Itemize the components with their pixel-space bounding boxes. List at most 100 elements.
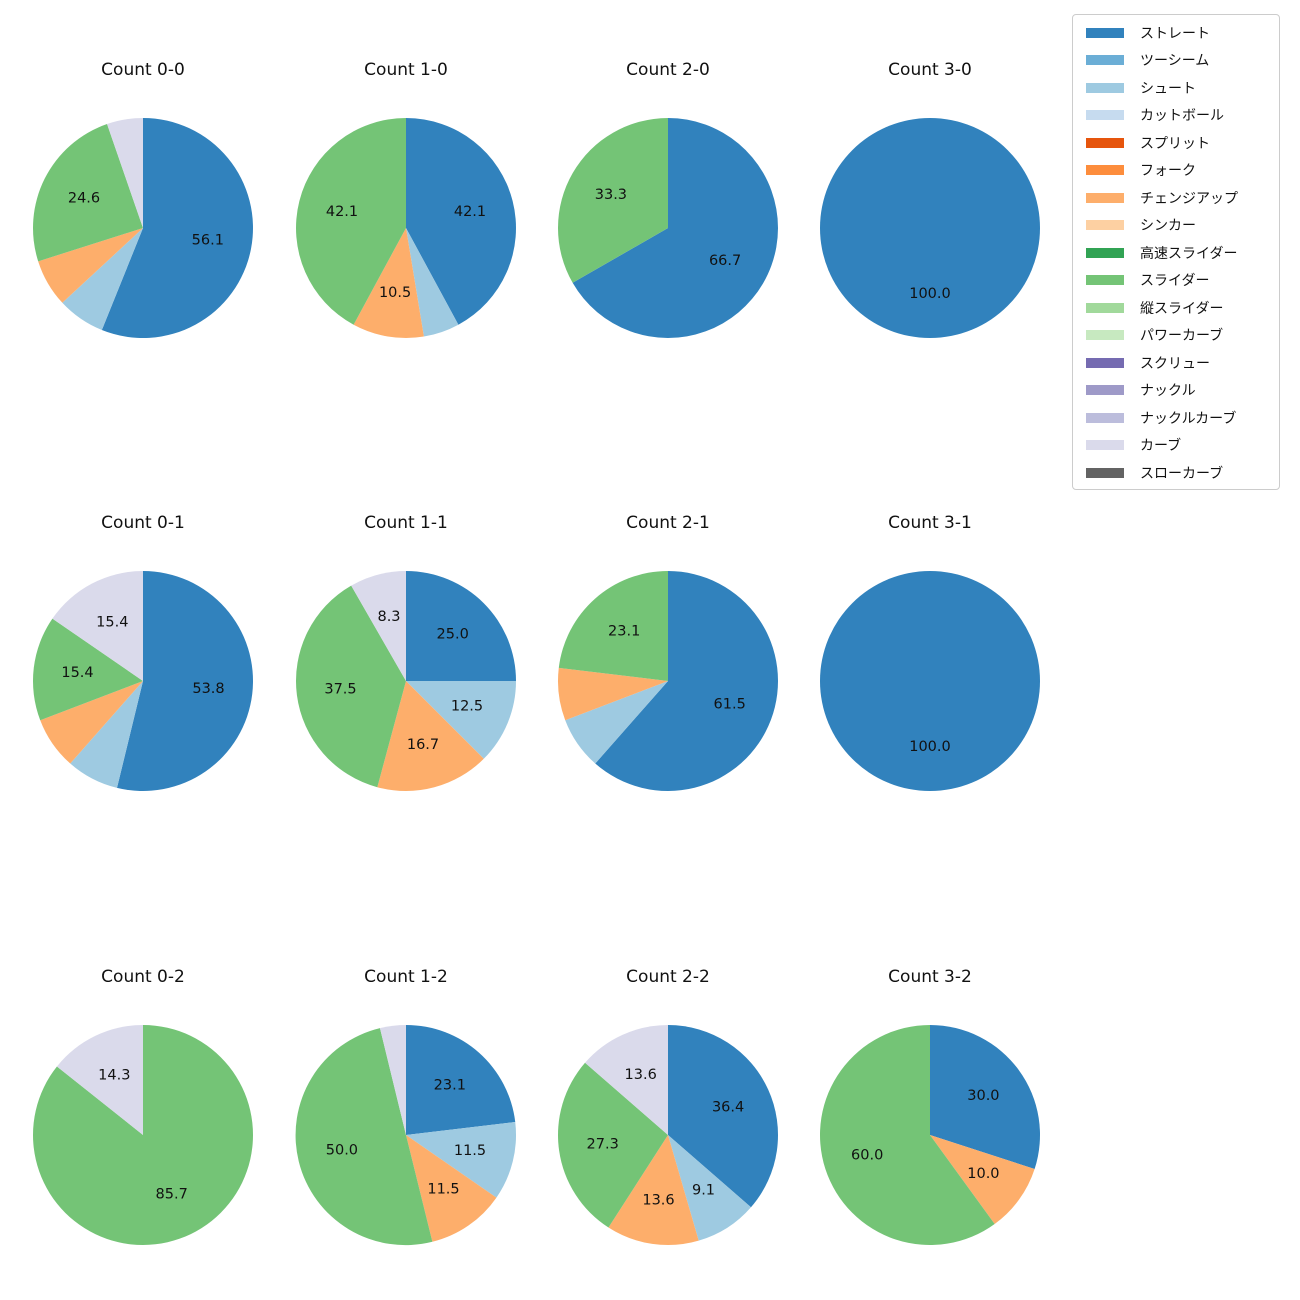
- legend-label: 縦スライダー: [1140, 300, 1224, 317]
- pie-pct-label: 30.0: [967, 1088, 999, 1104]
- pie-pct-label: 27.3: [587, 1136, 619, 1152]
- pie-subplot: Count 0-2 85.7 14.3: [33, 967, 254, 1245]
- pie-subplot: Count 2-1 61.5 23.1: [557, 513, 779, 791]
- pie-pct-label: 11.5: [427, 1181, 459, 1197]
- legend-swatch: [1086, 110, 1124, 121]
- legend-swatch: [1086, 220, 1124, 231]
- pie-slice: [930, 1135, 1035, 1224]
- pie-title: Count 2-0: [626, 60, 710, 80]
- legend-entry: ナックル: [1073, 377, 1279, 405]
- pie-pct-label: 56.1: [192, 233, 224, 249]
- pie-slice: [38, 228, 143, 303]
- legend-swatch: [1086, 275, 1124, 286]
- pie-slice: [40, 681, 143, 764]
- legend-entry: スクリュー: [1073, 349, 1279, 377]
- legend-swatch: [1086, 82, 1124, 93]
- legend-label: スライダー: [1140, 273, 1210, 290]
- pie-slice: [406, 681, 516, 759]
- pie-pct-label: 42.1: [454, 204, 486, 220]
- pie-pct-label: 23.1: [608, 624, 640, 640]
- legend-label: 高速スライダー: [1140, 245, 1238, 262]
- legend-label: スローカーブ: [1140, 465, 1224, 482]
- pie-title: Count 1-0: [364, 60, 448, 80]
- legend-entry: シュート: [1073, 74, 1279, 102]
- legend-entry: フォーク: [1073, 157, 1279, 185]
- pie-pct-label: 10.0: [967, 1166, 999, 1182]
- pie-pct-label: 13.6: [625, 1067, 657, 1083]
- pie-pct-label: 61.5: [714, 696, 746, 712]
- legend-entry: パワーカーブ: [1073, 322, 1279, 350]
- pie-slice: [558, 1062, 668, 1228]
- legend-label: チェンジアップ: [1140, 190, 1238, 207]
- legend-swatch: [1086, 302, 1124, 313]
- pie-title: Count 0-2: [101, 967, 185, 987]
- pie-slice: [101, 118, 253, 338]
- pie-slice: [930, 1025, 1041, 1169]
- pie-slice: [585, 1025, 668, 1135]
- pie-subplot: Count 3-1 100.0: [820, 513, 1040, 791]
- legend-entry: カーブ: [1073, 432, 1279, 460]
- pie-slice: [295, 1028, 433, 1246]
- pie-subplot: Count 1-2 23.1 11.5 11.5 50.0: [295, 967, 517, 1246]
- pie-pct-label: 24.6: [68, 190, 100, 206]
- legend-swatch: [1086, 137, 1124, 148]
- pie-slice: [52, 571, 143, 681]
- legend-swatch: [1086, 55, 1124, 66]
- pie-slice: [608, 1135, 699, 1245]
- pie-slice: [379, 1025, 406, 1135]
- pie-pct-label: 42.1: [326, 204, 358, 220]
- pie-title: Count 1-2: [364, 967, 448, 987]
- pie-slice: [116, 571, 254, 791]
- legend-entry: スローカーブ: [1073, 459, 1279, 487]
- pie-slice: [406, 228, 459, 337]
- pie-subplot: Count 0-0 56.1 24.6: [32, 60, 253, 338]
- pie-pct-label: 100.0: [909, 739, 951, 755]
- legend-swatch: [1086, 467, 1124, 478]
- legend-label: スクリュー: [1140, 355, 1210, 372]
- pie-slice: [406, 571, 516, 681]
- pie-pct-label: 50.0: [326, 1143, 358, 1159]
- legend-swatch: [1086, 247, 1124, 258]
- legend-label: シュート: [1140, 80, 1196, 97]
- legend-entry: 縦スライダー: [1073, 294, 1279, 322]
- pie-slice: [557, 118, 668, 283]
- pie-slice: [668, 1135, 751, 1241]
- pie-slice: [557, 667, 668, 721]
- pie-slice: [377, 681, 484, 791]
- legend-entry: ナックルカーブ: [1073, 404, 1279, 432]
- pie-pct-label: 16.7: [407, 737, 439, 753]
- pie-pct-label: 37.5: [324, 682, 356, 698]
- legend-swatch: [1086, 440, 1124, 451]
- pie-pct-label: 60.0: [851, 1147, 883, 1163]
- legend-swatch: [1086, 27, 1124, 38]
- pie-subplot: Count 1-1 25.0 12.5 16.7 37.5 8.3: [296, 513, 516, 791]
- legend-label: ツーシーム: [1140, 53, 1210, 70]
- pie-title: Count 3-0: [888, 60, 972, 80]
- pie-pct-label: 11.5: [454, 1143, 486, 1159]
- legend-label: ナックルカーブ: [1140, 410, 1237, 427]
- pie-subplot: Count 2-2 36.4 9.1 13.6 27.3 13.6: [558, 967, 778, 1245]
- pie-pct-label: 33.3: [595, 187, 627, 203]
- pie-pct-label: 53.8: [192, 681, 224, 697]
- pie-slice: [296, 585, 406, 788]
- pie-slice: [668, 1025, 778, 1208]
- pie-pct-label: 14.3: [98, 1068, 130, 1084]
- pie-subplot: Count 3-2 30.0 10.0 60.0: [820, 967, 1041, 1246]
- pie-pct-label: 23.1: [434, 1078, 466, 1094]
- pie-title: Count 2-2: [626, 967, 710, 987]
- pie-title: Count 0-0: [101, 60, 185, 80]
- legend-swatch: [1086, 165, 1124, 176]
- legend-entry: シンカー: [1073, 212, 1279, 240]
- pie-subplot: Count 1-0 42.1 10.5 42.1: [296, 60, 516, 339]
- legend-entry: スプリット: [1073, 129, 1279, 157]
- legend-label: シンカー: [1140, 218, 1196, 235]
- pie-title: Count 3-1: [888, 513, 972, 533]
- legend-swatch: [1086, 330, 1124, 341]
- pie-slice: [107, 118, 143, 228]
- pie-title: Count 1-1: [364, 513, 448, 533]
- legend-swatch: [1086, 357, 1124, 368]
- pie-pct-label: 100.0: [909, 286, 951, 302]
- legend-entry: カットボール: [1073, 102, 1279, 130]
